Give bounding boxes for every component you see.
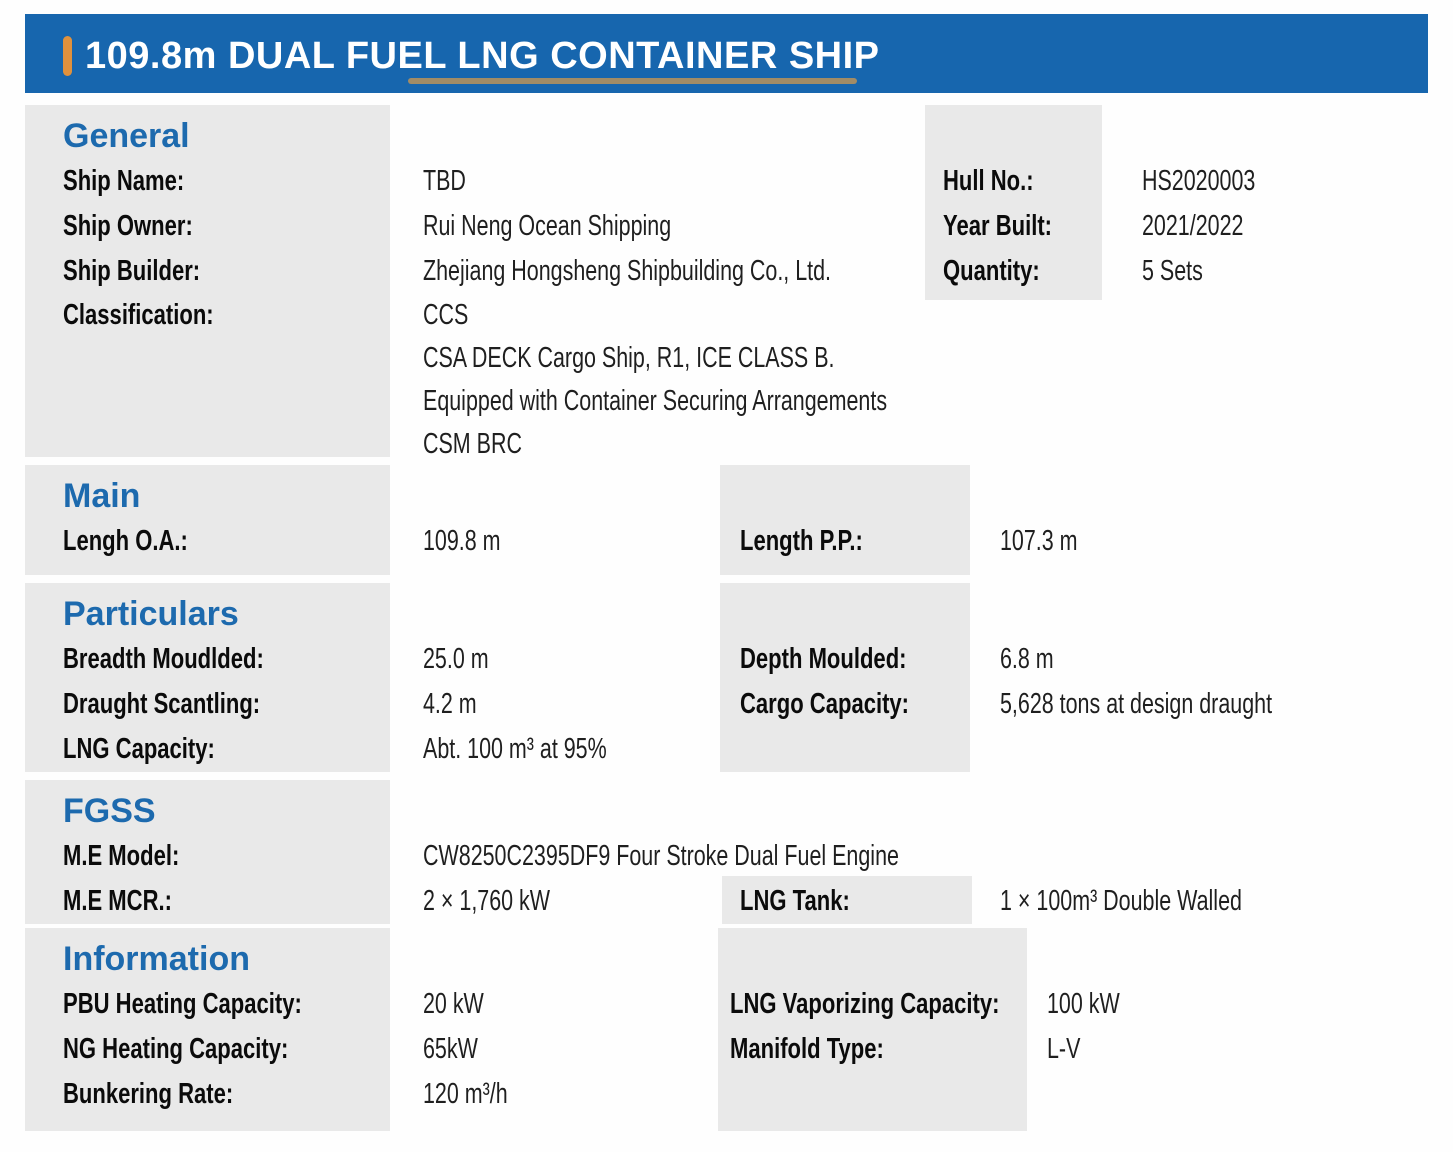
field-label: LNG Vaporizing Capacity: (730, 988, 1000, 1020)
field-label: Bunkering Rate: (63, 1078, 234, 1110)
field-value: 100 kW (1047, 988, 1120, 1020)
field-value: 25.0 m (423, 643, 489, 675)
spec-row-ship-name: Ship Name: TBD Hull No.: HS2020003 (25, 159, 1428, 204)
field-label: Length P.P.: (740, 525, 863, 557)
field-value: CSA DECK Cargo Ship, R1, ICE CLASS B. (423, 342, 835, 374)
field-label: Lengh O.A.: (63, 525, 188, 557)
spec-row-me-model: M.E Model: CW8250C2395DF9 Four Stroke Du… (25, 834, 1428, 879)
field-label: Breadth Moudlded: (63, 643, 264, 675)
field-value: 5,628 tons at design draught (1000, 688, 1273, 720)
spec-row-ng-heating: NG Heating Capacity: 65kW Manifold Type:… (25, 1027, 1428, 1072)
spec-row-lng-capacity: LNG Capacity: Abt. 100 m³ at 95% (25, 727, 1428, 772)
field-label: Year Built: (943, 210, 1053, 242)
general-left-label-panel (25, 105, 390, 457)
field-value: 109.8 m (423, 525, 501, 557)
spec-row-bunkering-rate: Bunkering Rate: 120 m³/h (25, 1072, 1428, 1117)
section-main: Main Lengh O.A.: 109.8 m Length P.P.: 10… (25, 465, 1428, 575)
fgss-left-label-panel (25, 780, 390, 924)
spec-row-ship-owner: Ship Owner: Rui Neng Ocean Shipping Year… (25, 204, 1428, 249)
page-title: 109.8m DUAL FUEL LNG CONTAINER SHIP (85, 35, 880, 77)
field-value: L-V (1047, 1033, 1081, 1065)
field-label: Ship Builder: (63, 255, 201, 287)
particulars-left-label-panel (25, 583, 390, 772)
field-value: Equipped with Container Securing Arrange… (423, 385, 888, 417)
spec-row-classification: Classification: CCS (25, 294, 1428, 337)
field-label: LNG Tank: (740, 885, 850, 917)
general-right-label-panel (925, 105, 1102, 300)
field-label: Classification: (63, 299, 214, 331)
information-right-label-panel (718, 928, 1027, 1131)
field-label: Depth Moulded: (740, 643, 907, 675)
field-value: CCS (423, 299, 469, 331)
field-label: Quantity: (943, 255, 1040, 287)
field-label: Manifold Type: (730, 1033, 884, 1065)
spec-row-length-oa: Lengh O.A.: 109.8 m Length P.P.: 107.3 m (25, 519, 1428, 564)
section-general: General Ship Name: TBD Hull No.: HS20200… (25, 105, 1428, 460)
fgss-lng-tank-label-panel (722, 876, 972, 924)
field-label: LNG Capacity: (63, 733, 215, 765)
spec-row-draught: Draught Scantling: 4.2 m Cargo Capacity:… (25, 682, 1428, 727)
title-underline (408, 78, 857, 84)
spec-row-breadth: Breadth Moudlded: 25.0 m Depth Moulded: … (25, 637, 1428, 682)
classification-extra-line: CSM BRC (25, 423, 1428, 466)
field-value: Abt. 100 m³ at 95% (423, 733, 607, 765)
section-title-information: Information (63, 940, 250, 978)
spec-row-me-mcr: M.E MCR.: 2 × 1,760 kW LNG Tank: 1 × 100… (25, 879, 1428, 924)
field-value: 4.2 m (423, 688, 477, 720)
classification-extra-line: CSA DECK Cargo Ship, R1, ICE CLASS B. (25, 337, 1428, 380)
field-value: 6.8 m (1000, 643, 1054, 675)
section-title-fgss: FGSS (63, 792, 156, 830)
main-right-label-panel (720, 465, 970, 575)
section-information: Information PBU Heating Capacity: 20 kW … (25, 928, 1428, 1131)
field-value: 2021/2022 (1142, 210, 1244, 242)
field-value: 2 × 1,760 kW (423, 885, 551, 917)
field-value: Zhejiang Hongsheng Shipbuilding Co., Ltd… (423, 255, 832, 287)
particulars-right-label-panel (720, 583, 970, 772)
field-value: TBD (423, 165, 466, 197)
section-title-particulars: Particulars (63, 595, 239, 633)
main-left-label-panel (25, 465, 390, 575)
field-label: NG Heating Capacity: (63, 1033, 289, 1065)
field-label: Hull No.: (943, 165, 1034, 197)
field-value: 65kW (423, 1033, 478, 1065)
field-label: Draught Scantling: (63, 688, 261, 720)
field-label: Ship Name: (63, 165, 185, 197)
field-label: Ship Owner: (63, 210, 193, 242)
section-title-main: Main (63, 477, 141, 515)
section-title-general: General (63, 117, 190, 155)
field-value: 20 kW (423, 988, 484, 1020)
section-particulars: Particulars Breadth Moudlded: 25.0 m Dep… (25, 583, 1428, 772)
field-value: CW8250C2395DF9 Four Stroke Dual Fuel Eng… (423, 840, 899, 872)
header-bar: 109.8m DUAL FUEL LNG CONTAINER SHIP (25, 14, 1428, 93)
field-value: Rui Neng Ocean Shipping (423, 210, 672, 242)
orange-accent-tick (63, 36, 72, 76)
field-value: 1 × 100m³ Double Walled (1000, 885, 1242, 917)
field-value: 120 m³/h (423, 1078, 508, 1110)
field-value: 107.3 m (1000, 525, 1078, 557)
field-value: CSM BRC (423, 428, 522, 460)
field-label: M.E Model: (63, 840, 180, 872)
field-label: PBU Heating Capacity: (63, 988, 302, 1020)
section-fgss: FGSS M.E Model: CW8250C2395DF9 Four Stro… (25, 780, 1428, 924)
information-left-label-panel (25, 928, 390, 1131)
field-value: 5 Sets (1142, 255, 1203, 287)
spec-row-pbu-heating: PBU Heating Capacity: 20 kW LNG Vaporizi… (25, 982, 1428, 1027)
field-label: M.E MCR.: (63, 885, 172, 917)
spec-row-ship-builder: Ship Builder: Zhejiang Hongsheng Shipbui… (25, 249, 1428, 294)
field-label: Cargo Capacity: (740, 688, 910, 720)
classification-extra-line: Equipped with Container Securing Arrange… (25, 380, 1428, 423)
field-value: HS2020003 (1142, 165, 1256, 197)
